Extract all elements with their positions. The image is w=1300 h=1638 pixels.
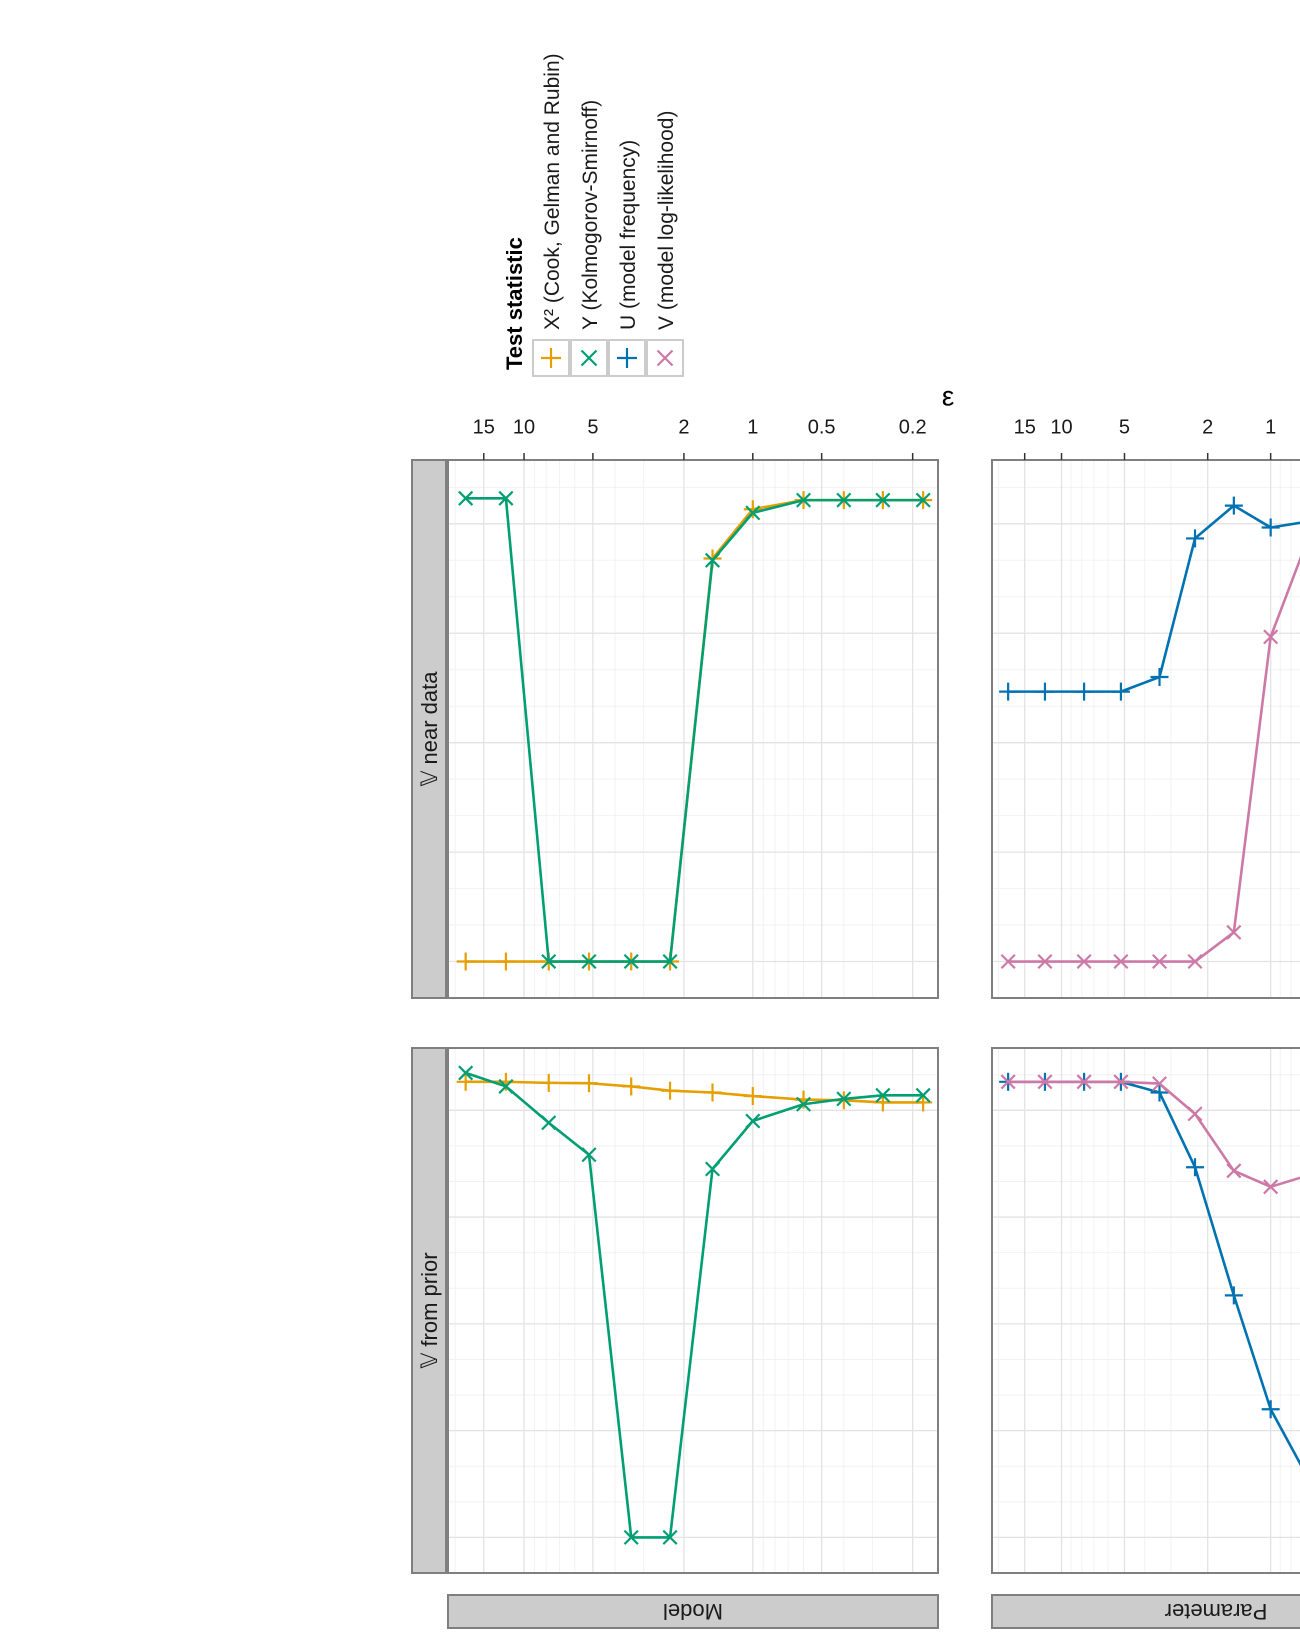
x-tick-label: 15 [473, 416, 495, 438]
data-point [836, 1091, 852, 1107]
data-point [1151, 1076, 1168, 1092]
data-point [581, 1147, 597, 1163]
data-point [498, 490, 514, 506]
series-line [1008, 489, 1300, 963]
legend-key-marker [580, 349, 598, 367]
series-cross-009E73 [458, 1065, 931, 1545]
data-point [458, 490, 474, 506]
column-strip [411, 459, 447, 999]
data-point [541, 953, 557, 970]
data-point [662, 1529, 678, 1545]
data-point [1187, 1106, 1203, 1122]
data-point [498, 1078, 514, 1094]
legend-title: Test statistic [502, 237, 527, 370]
data-point [581, 953, 597, 970]
data-point [1151, 953, 1168, 970]
legend-label: V (model log-likelihood) [655, 111, 678, 330]
series-line [1008, 1080, 1300, 1189]
series-plus-0072B2 [999, 489, 1300, 701]
data-point [836, 492, 852, 508]
series-cross-CC79A7 [1000, 489, 1300, 970]
data-point [541, 1115, 557, 1131]
x-tick-label: 10 [1050, 416, 1072, 438]
data-point [796, 1096, 812, 1112]
x-tick-label: 5 [1119, 416, 1130, 438]
data-point [1113, 1074, 1129, 1090]
data-point [875, 1087, 891, 1103]
panel-background [448, 1048, 938, 1573]
data-point [662, 953, 678, 970]
panel-border [447, 1047, 939, 1574]
data-point [1226, 1163, 1242, 1179]
row-strip [991, 1594, 1300, 1629]
x-tick-label: 1 [1265, 416, 1276, 438]
panel-background [448, 460, 938, 998]
data-point [1037, 953, 1053, 970]
row-strip [447, 1594, 939, 1629]
data-point [745, 505, 761, 521]
x-tick-label: 2 [1202, 416, 1213, 438]
panel-background [992, 1048, 1300, 1573]
data-point [704, 1161, 721, 1177]
column-strip-label: 𝕍 near data [417, 671, 442, 787]
x-tick-label: 5 [587, 416, 598, 438]
data-point [1076, 953, 1092, 970]
legend-key-marker [656, 349, 674, 367]
data-point [875, 492, 891, 508]
series-cross-009E73 [458, 490, 931, 970]
x-tick-label: 0.2 [899, 416, 927, 438]
x-tick-label: 0.5 [808, 416, 836, 438]
rotated-chart: 𝕍 from prior 𝕍 near data Model Parameter 0.2… [411, 53, 1300, 1629]
series-line [465, 496, 924, 963]
data-point [1037, 1074, 1053, 1090]
data-point [1076, 1074, 1092, 1090]
series-plus-E69F00 [456, 1072, 933, 1112]
x-tick-label: 2 [678, 416, 689, 438]
data-point [915, 492, 931, 508]
data-point [1263, 1179, 1279, 1195]
panel-border [991, 1047, 1300, 1574]
x-tick-label: 15 [1014, 416, 1036, 438]
data-point [458, 1065, 474, 1081]
data-point [1000, 1074, 1016, 1090]
data-point [623, 1529, 639, 1545]
panel-border [447, 459, 939, 999]
legend-label: Y (Kolmogorov-Smirnoff) [579, 100, 602, 330]
x-tick-label: 1 [747, 416, 758, 438]
data-point [1113, 953, 1129, 970]
row-strip-label: Parameter [1165, 1599, 1268, 1624]
x-axis-title: ε [942, 380, 954, 411]
panel-background [992, 460, 1300, 998]
data-point [1263, 629, 1279, 645]
data-point [704, 552, 721, 568]
data-point [796, 492, 812, 508]
data-point [623, 953, 639, 970]
data-point [915, 1087, 931, 1103]
row-strip-label: Model [663, 1599, 723, 1624]
legend-label: X² (Cook, Gelman and Rubin) [541, 53, 564, 330]
series-cross-CC79A7 [1000, 1074, 1300, 1195]
data-point [1187, 953, 1203, 970]
data-point [1226, 924, 1242, 940]
panel-border [991, 459, 1300, 999]
data-point [745, 1113, 761, 1129]
legend-label: U (model frequency) [617, 140, 640, 330]
data-point [1000, 953, 1016, 970]
column-strip [411, 1047, 447, 1574]
column-strip-label: 𝕍 from prior [417, 1252, 442, 1368]
x-tick-label: 10 [513, 416, 535, 438]
